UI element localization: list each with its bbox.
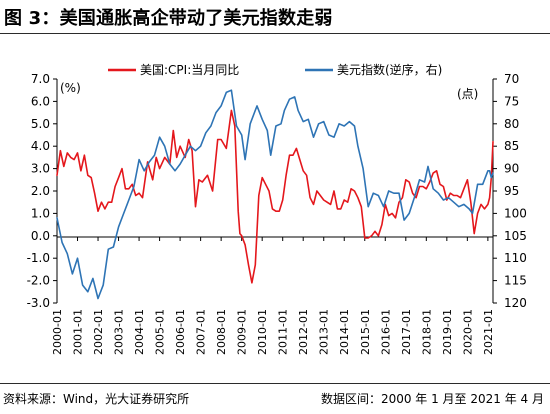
legend-cpi-label: 美国:CPI:当月同比 [140,63,239,77]
source-note: 资料来源：Wind，光大证券研究所 [3,392,190,406]
right-tick-label: 70 [504,72,519,86]
left-tick-label: 0.0 [31,229,50,243]
right-tick-label: 120 [504,296,527,310]
x-tick-label: 2009-01 [236,309,249,355]
chart-title-bar: 图 3：美国通胀高企带动了美元指数走弱 [0,0,550,34]
left-tick-label: -1.0 [27,251,50,265]
right-tick-label: 75 [504,94,519,108]
x-tick-label: 2017-01 [400,309,413,355]
x-tick-label: 2001-01 [72,309,85,355]
x-tick-label: 2007-01 [195,309,208,355]
right-tick-label: 105 [504,229,527,243]
x-tick-label: 2010-01 [256,309,269,355]
right-axis-unit: (点) [457,87,478,101]
chart-canvas: 7.0 6.0 5.0 4.0 3.0 2.0 1.0 0.0 -1.0 -2.0 -3.0 70 75… [27,62,527,355]
left-tick-label: 4.0 [31,139,50,153]
dxy-series-line [56,89,494,300]
right-tick-label: 100 [504,206,527,220]
left-tick-label: 6.0 [31,94,50,108]
legend-dxy-label: 美元指数(逆序，右) [337,62,442,77]
cpi-series-line [56,109,494,284]
left-tick-label: 5.0 [31,117,50,131]
x-tick-label: 2006-01 [174,309,187,355]
x-tick-label: 2013-01 [318,309,331,355]
x-tick-label: 2020-01 [461,309,474,355]
x-tick-label: 2008-01 [215,309,228,355]
x-tick-label: 2015-01 [359,309,372,355]
left-tick-label: -3.0 [27,296,50,310]
x-tick-label: 2003-01 [113,309,126,355]
x-tick-label: 2016-01 [379,309,392,355]
chart-title: 图 3：美国通胀高企带动了美元指数走弱 [4,8,333,29]
right-tick-label: 110 [504,251,527,265]
x-tick-label: 2018-01 [420,309,433,355]
axes-layer: 7.0 6.0 5.0 4.0 3.0 2.0 1.0 0.0 -1.0 -2.0 -3.0 70 75… [27,72,527,355]
x-tick-label: 2021-01 [482,309,495,355]
right-tick-label: 95 [504,184,519,198]
series-layer [56,89,494,300]
left-tick-label: 1.0 [31,206,50,220]
left-tick-label: 7.0 [31,72,50,86]
x-tick-label: 2004-01 [133,309,146,355]
x-tick-label: 2002-01 [92,309,105,355]
right-tick-label: 115 [504,274,527,288]
x-tick-label: 2011-01 [277,309,290,355]
footer: 资料来源：Wind，光大证券研究所 数据区间：2000 年 1 月至 2021 … [0,383,550,414]
right-tick-label: 80 [504,117,519,131]
x-tick-label: 2000-01 [51,309,64,355]
x-tick-label: 2014-01 [338,309,351,355]
legend: 美国:CPI:当月同比 美元指数(逆序，右) [108,62,442,77]
x-tick-label: 2019-01 [441,309,454,355]
left-tick-label: 2.0 [31,184,50,198]
x-tick-label: 2005-01 [154,309,167,355]
left-axis-unit: (%) [60,81,81,95]
data-range-note: 数据区间：2000 年 1 月至 2021 年 4 月 [320,392,544,406]
left-tick-label: 3.0 [31,162,50,176]
right-tick-label: 90 [504,162,519,176]
x-tick-label: 2012-01 [297,309,310,355]
right-tick-label: 85 [504,139,519,153]
left-tick-label: -2.0 [27,274,50,288]
